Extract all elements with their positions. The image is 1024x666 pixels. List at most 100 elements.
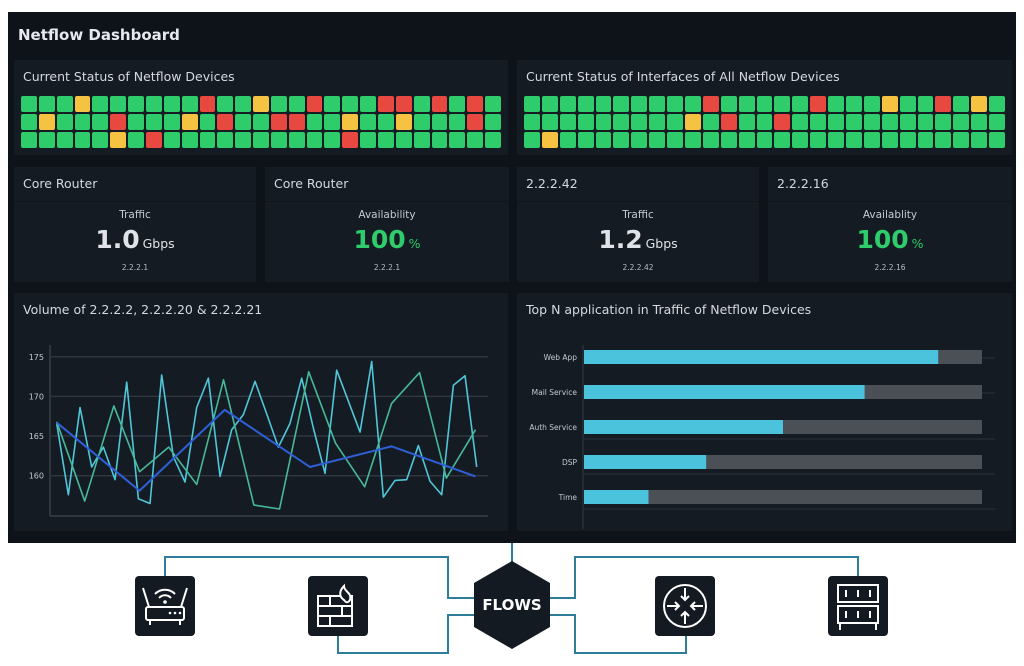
status-cell-down[interactable]	[306, 96, 323, 112]
status-cell-up[interactable]	[395, 132, 412, 148]
status-cell-up[interactable]	[631, 96, 648, 112]
status-cell-up[interactable]	[595, 114, 612, 130]
status-cell-warning[interactable]	[685, 114, 701, 130]
status-cell-warning[interactable]	[253, 96, 269, 112]
status-cell-down[interactable]	[467, 96, 484, 112]
bar[interactable]	[584, 350, 939, 364]
bar[interactable]	[584, 490, 649, 504]
status-cell-up[interactable]	[128, 96, 144, 112]
status-cell-up[interactable]	[92, 96, 109, 112]
status-cell-down[interactable]	[199, 96, 216, 112]
status-cell-down[interactable]	[720, 114, 737, 130]
status-cell-up[interactable]	[431, 132, 448, 148]
status-cell-down[interactable]	[431, 96, 448, 112]
status-cell-up[interactable]	[38, 132, 55, 148]
status-cell-up[interactable]	[989, 96, 1005, 112]
status-cell-up[interactable]	[92, 132, 109, 148]
status-cell-up[interactable]	[74, 114, 91, 130]
status-cell-up[interactable]	[792, 96, 809, 112]
status-cell-up[interactable]	[128, 114, 144, 130]
status-cell-up[interactable]	[649, 114, 666, 130]
kpi-card[interactable]: 2.2.2.42 Traffic 1.2 Gbps 2.2.2.42	[517, 167, 759, 282]
status-cell-up[interactable]	[541, 114, 558, 130]
status-cell-up[interactable]	[935, 132, 952, 148]
status-cell-down[interactable]	[342, 132, 359, 148]
status-cell-warning[interactable]	[38, 114, 55, 130]
status-cell-up[interactable]	[128, 132, 144, 148]
status-cell-up[interactable]	[235, 96, 252, 112]
status-cell-up[interactable]	[971, 132, 988, 148]
kpi-card[interactable]: Core Router Traffic 1.0 Gbps 2.2.2.1	[14, 167, 256, 282]
status-cell-down[interactable]	[467, 114, 484, 130]
status-cell-up[interactable]	[413, 132, 430, 148]
status-cell-warning[interactable]	[971, 96, 988, 112]
status-cell-up[interactable]	[56, 96, 73, 112]
status-cell-up[interactable]	[702, 132, 719, 148]
status-cell-warning[interactable]	[110, 132, 127, 148]
status-cell-up[interactable]	[738, 132, 755, 148]
status-cell-up[interactable]	[631, 114, 648, 130]
status-cell-up[interactable]	[792, 114, 809, 130]
status-cell-up[interactable]	[324, 96, 341, 112]
kpi-card[interactable]: 2.2.2.16 Availablity 100% 2.2.2.16	[768, 167, 1012, 282]
status-cell-up[interactable]	[559, 96, 576, 112]
status-cell-up[interactable]	[720, 96, 737, 112]
status-cell-up[interactable]	[667, 96, 683, 112]
status-cell-up[interactable]	[828, 132, 844, 148]
status-cell-up[interactable]	[846, 96, 862, 112]
status-cell-up[interactable]	[92, 114, 109, 130]
status-cell-up[interactable]	[720, 132, 737, 148]
status-cell-up[interactable]	[56, 114, 73, 130]
status-cell-up[interactable]	[595, 96, 612, 112]
status-cell-up[interactable]	[145, 114, 162, 130]
status-cell-up[interactable]	[649, 132, 666, 148]
status-cell-up[interactable]	[577, 96, 594, 112]
status-cell-up[interactable]	[413, 96, 430, 112]
status-cell-up[interactable]	[270, 132, 287, 148]
status-cell-down[interactable]	[217, 114, 234, 130]
status-cell-up[interactable]	[324, 132, 341, 148]
status-cell-up[interactable]	[360, 132, 377, 148]
status-cell-warning[interactable]	[342, 114, 359, 130]
status-cell-up[interactable]	[360, 114, 377, 130]
status-cell-up[interactable]	[163, 114, 180, 130]
status-cell-up[interactable]	[953, 96, 970, 112]
status-cell-up[interactable]	[685, 96, 701, 112]
status-cell-up[interactable]	[163, 132, 180, 148]
status-cell-up[interactable]	[846, 132, 862, 148]
status-cell-up[interactable]	[989, 114, 1005, 130]
status-cell-up[interactable]	[738, 114, 755, 130]
status-cell-up[interactable]	[110, 96, 127, 112]
status-cell-up[interactable]	[181, 132, 198, 148]
status-cell-up[interactable]	[413, 114, 430, 130]
status-cell-up[interactable]	[917, 132, 934, 148]
status-cell-up[interactable]	[917, 96, 934, 112]
status-cell-up[interactable]	[899, 96, 916, 112]
status-cell-up[interactable]	[613, 132, 630, 148]
status-cell-down[interactable]	[288, 114, 305, 130]
status-cell-up[interactable]	[953, 132, 970, 148]
status-cell-up[interactable]	[613, 114, 630, 130]
status-cell-up[interactable]	[449, 114, 466, 130]
status-cell-up[interactable]	[810, 114, 827, 130]
bar[interactable]	[584, 420, 783, 434]
status-cell-up[interactable]	[217, 132, 234, 148]
status-cell-up[interactable]	[38, 96, 55, 112]
status-cell-up[interactable]	[342, 96, 359, 112]
status-cell-up[interactable]	[756, 132, 773, 148]
status-cell-up[interactable]	[792, 132, 809, 148]
status-cell-up[interactable]	[559, 132, 576, 148]
status-cell-up[interactable]	[306, 132, 323, 148]
status-cell-up[interactable]	[21, 96, 37, 112]
status-cell-up[interactable]	[989, 132, 1005, 148]
status-cell-warning[interactable]	[395, 114, 412, 130]
status-cell-up[interactable]	[577, 132, 594, 148]
status-cell-up[interactable]	[199, 114, 216, 130]
status-cell-up[interactable]	[524, 114, 540, 130]
status-cell-up[interactable]	[613, 96, 630, 112]
status-cell-up[interactable]	[217, 96, 234, 112]
status-cell-up[interactable]	[828, 114, 844, 130]
status-cell-up[interactable]	[667, 114, 683, 130]
status-cell-up[interactable]	[449, 132, 466, 148]
status-cell-up[interactable]	[738, 96, 755, 112]
